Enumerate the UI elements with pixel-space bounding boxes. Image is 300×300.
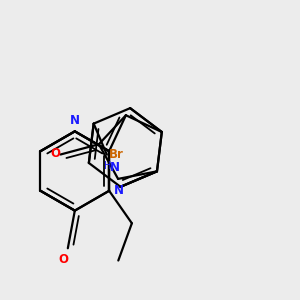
Text: N: N <box>70 114 80 127</box>
Text: O: O <box>58 253 68 266</box>
Text: H: H <box>104 161 111 171</box>
Text: N: N <box>110 161 120 174</box>
Text: N: N <box>114 184 124 197</box>
Text: Br: Br <box>109 148 124 161</box>
Text: O: O <box>51 147 61 160</box>
